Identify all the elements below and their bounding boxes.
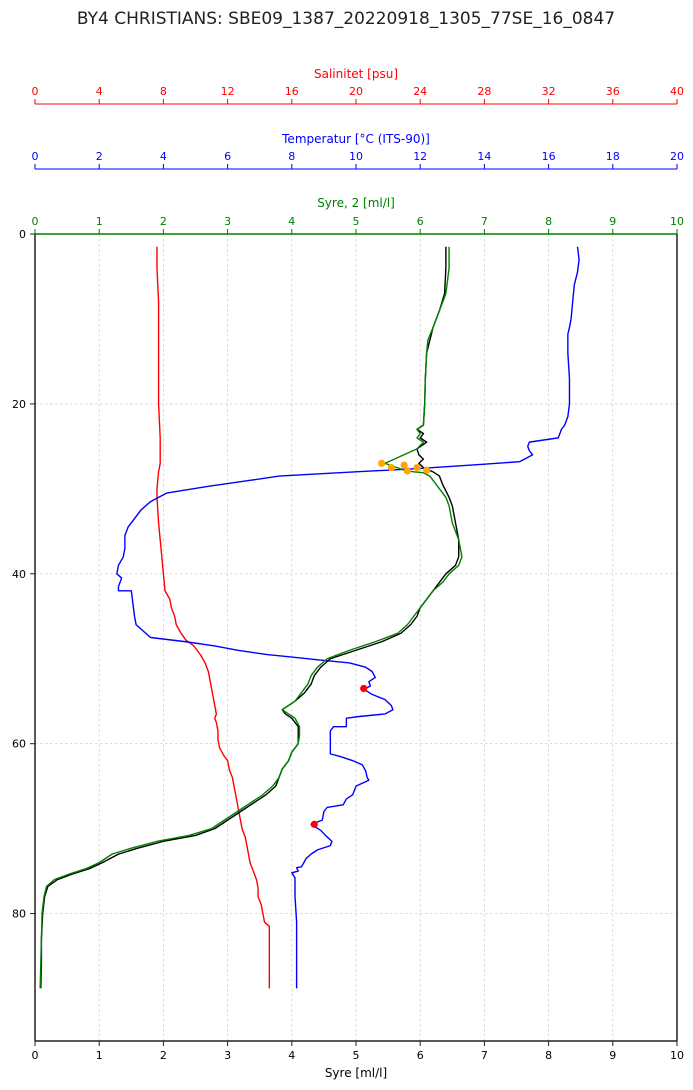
axis-title-salinity: Salinitet [psu] [314,67,398,81]
tick-label-depth: 80 [12,908,26,921]
tick-label-oxygen: 0 [32,1049,39,1062]
tick-label-salinity: 8 [160,85,167,98]
tick-label-oxygen: 5 [353,1049,360,1062]
axis-depth: 0 20 40 60 80 [12,228,35,921]
data-marker [378,459,386,467]
tick-label-oxygen: 7 [481,1049,488,1062]
grid [34,233,678,1041]
series-line-salinity [156,246,271,989]
chart-title: BY4 CHRISTIANS: SBE09_1387_20220918_1305… [77,9,615,29]
tick-label-salinity: 4 [96,85,103,98]
tick-label-temperature: 14 [477,150,491,163]
tick-label-temperature: 6 [224,150,231,163]
tick-label-salinity: 12 [221,85,235,98]
tick-label-oxygen: 6 [417,1049,424,1062]
tick-label-oxygen: 2 [160,1049,167,1062]
tick-label-temperature: 12 [413,150,427,163]
tick-label-oxygen2: 5 [353,215,360,228]
tick-label-temperature: 8 [288,150,295,163]
tick-label-depth: 60 [12,738,26,751]
tick-label-salinity: 40 [670,85,684,98]
tick-label-salinity: 20 [349,85,363,98]
tick-label-oxygen: 8 [545,1049,552,1062]
tick-label-oxygen2: 0 [32,215,39,228]
tick-label-oxygen2: 10 [670,215,684,228]
data-marker [310,820,318,828]
axis-oxygen: 0 1 2 3 4 5 6 7 8 9 10 Syre [ml/l] [32,1041,684,1080]
tick-label-oxygen2: 6 [417,215,424,228]
data-marker [360,684,368,693]
axis-title-temperature: Temperatur [°C (ITS-90)] [281,132,430,146]
tick-label-oxygen2: 7 [481,215,488,228]
tick-label-oxygen2: 1 [96,215,103,228]
tick-label-oxygen: 10 [670,1049,684,1062]
tick-label-depth: 40 [12,568,26,581]
tick-label-oxygen: 9 [609,1049,616,1062]
tick-label-oxygen2: 8 [545,215,552,228]
tick-label-oxygen2: 2 [160,215,167,228]
series-line-temperature [116,246,580,989]
tick-label-temperature: 0 [32,150,39,163]
data-marker [387,464,395,472]
data-marker [413,464,421,472]
tick-label-salinity: 32 [542,85,556,98]
tick-label-oxygen: 1 [96,1049,103,1062]
axis-title-oxygen2: Syre, 2 [ml/l] [317,196,395,210]
axis-temperature: 0 2 4 6 8 10 12 14 16 18 20 Temperatur [°C (ITS-90)… [32,132,684,170]
tick-label-temperature: 10 [349,150,363,163]
tick-label-oxygen: 3 [224,1049,231,1062]
tick-label-oxygen: 4 [288,1049,295,1062]
tick-label-salinity: 36 [606,85,620,98]
data-marker [400,461,408,469]
axis-oxygen2: 0 1 2 3 4 5 6 7 8 9 10 Syre, 2 [ml/l] [32,196,684,234]
tick-label-temperature: 20 [670,150,684,163]
tick-label-temperature: 2 [96,150,103,163]
tick-label-depth: 20 [12,398,26,411]
axis-salinity: 0 4 8 12 16 20 24 28 32 36 40 Salinitet [psu] [32,67,684,105]
tick-label-oxygen2: 4 [288,215,295,228]
data-marker [423,466,431,474]
data-marker [403,467,411,475]
tick-label-temperature: 18 [606,150,620,163]
tick-label-salinity: 16 [285,85,299,98]
x-axis-title: Syre [ml/l] [325,1066,387,1080]
tick-label-salinity: 24 [413,85,427,98]
tick-label-temperature: 4 [160,150,167,163]
tick-label-oxygen2: 9 [609,215,616,228]
series-line-oxygen2 [39,246,463,989]
tick-label-salinity: 0 [32,85,39,98]
tick-label-oxygen2: 3 [224,215,231,228]
series-line-oxygen [40,246,460,989]
tick-label-salinity: 28 [477,85,491,98]
tick-label-depth: 0 [19,228,26,241]
tick-label-temperature: 16 [542,150,556,163]
